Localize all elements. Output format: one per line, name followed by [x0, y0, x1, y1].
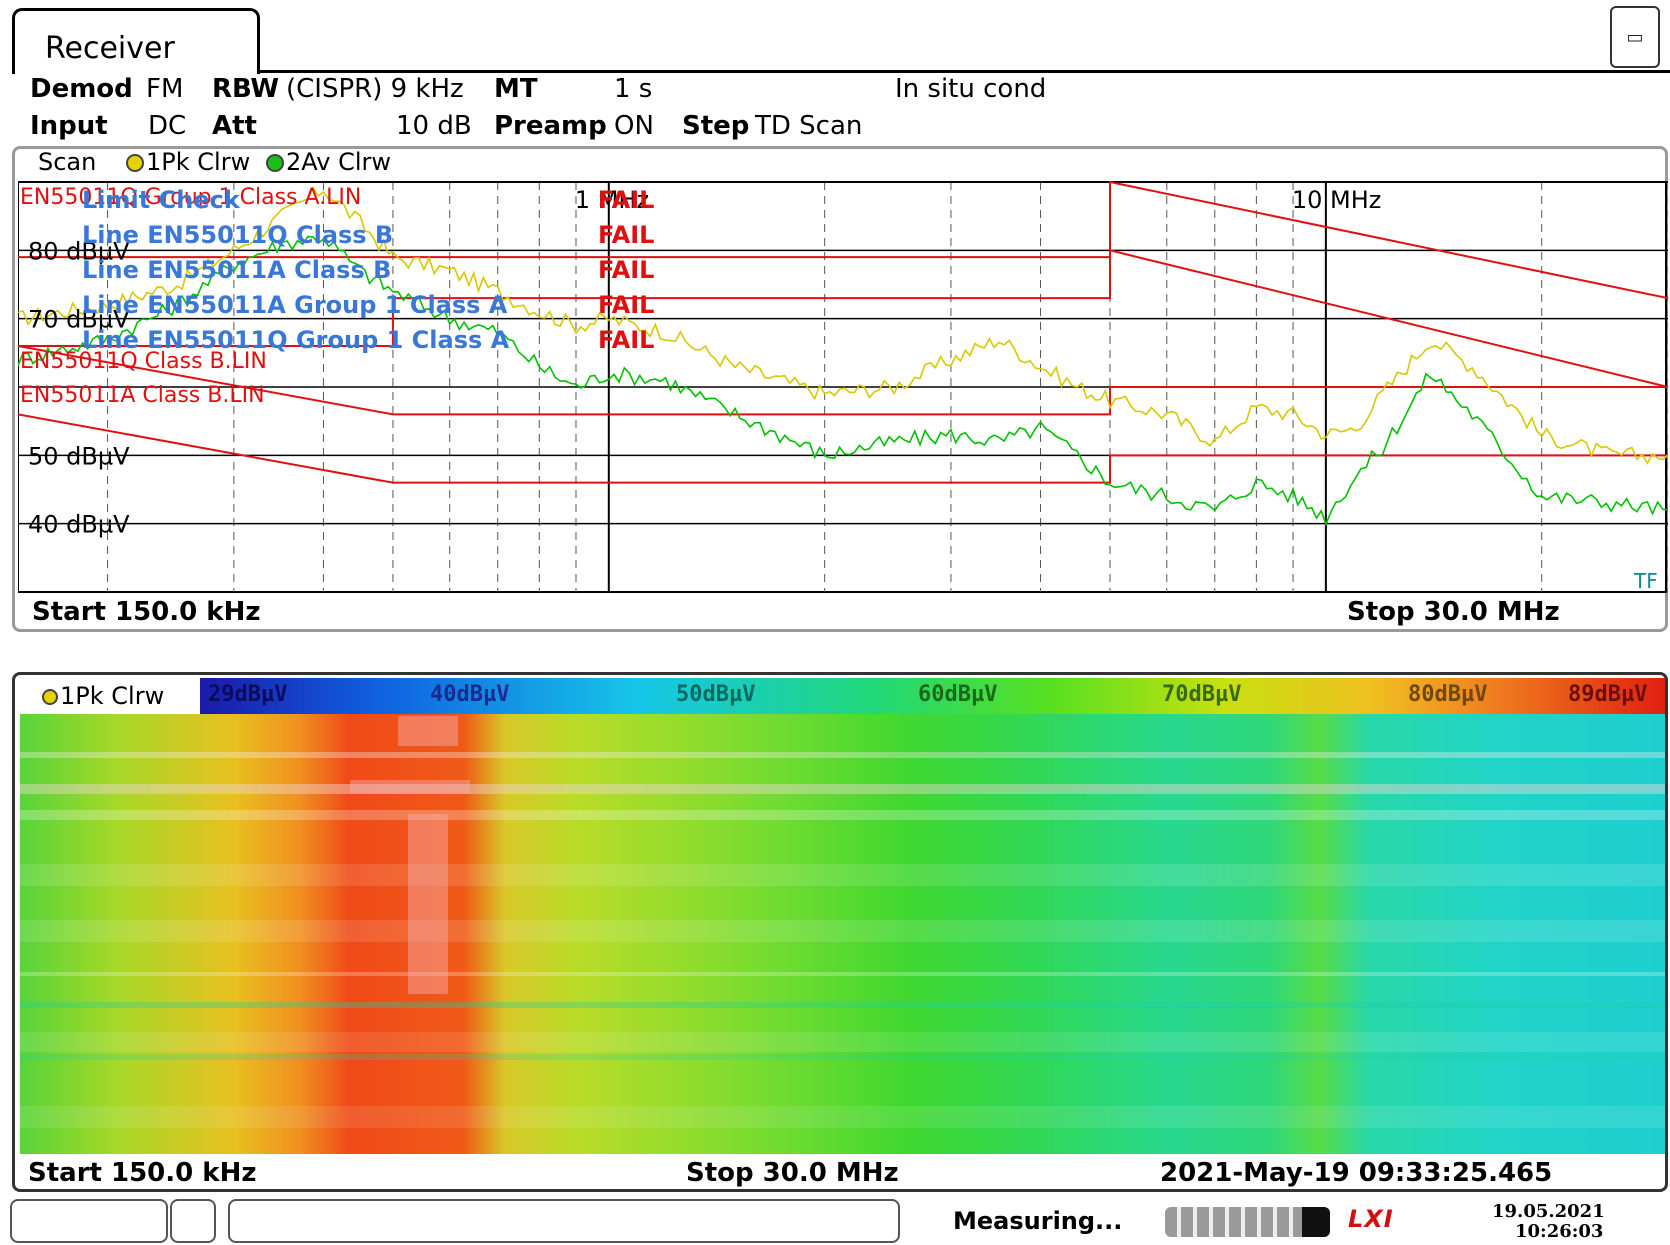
progress-bar: [1165, 1207, 1330, 1237]
waterfall-band: [20, 920, 1665, 942]
limit-check-result: FAIL: [598, 186, 654, 214]
trace2-dot-icon: [266, 154, 284, 172]
waterfall-band: [20, 810, 1665, 820]
x-tick-label: 1 MHz: [575, 186, 649, 214]
limit-line-label: EN55011Q Class B.LIN: [20, 349, 267, 374]
param-demod-value: FM: [146, 74, 184, 104]
status-softkey-1[interactable]: [10, 1199, 168, 1243]
scan-chart[interactable]: 40 dBµV 50 dBµV 70 dBµV 80 dBµV 1 MHz 10 MHz E…: [18, 180, 1668, 600]
param-preamp-value: ON: [614, 111, 654, 141]
limit-check-line: Line EN55011A Class B: [82, 256, 391, 284]
status-softkey-2[interactable]: [170, 1199, 216, 1243]
trace-1: [18, 186, 1668, 465]
receiver-tab[interactable]: Receiver: [12, 8, 260, 74]
limit-check-line: Line EN55011A Group 1 Class A: [82, 291, 508, 319]
limit-check-title: Limit Check: [82, 186, 241, 214]
waterfall-band: [20, 1002, 1665, 1008]
param-input-value: DC: [148, 111, 187, 141]
param-input: Input: [30, 111, 108, 141]
param-att-value: 10 dB: [396, 111, 472, 141]
tab-baseline: [258, 70, 1670, 73]
scale-label: 29dBµV: [208, 682, 288, 707]
scale-label: 89dBµV: [1568, 682, 1648, 707]
status-message-box: [228, 1199, 900, 1243]
param-rbw: RBW: [212, 74, 280, 104]
param-rbw-value: (CISPR) 9 kHz: [286, 74, 464, 104]
tab-title: Receiver: [45, 31, 175, 66]
limit-line-label: EN55011A Class B.LIN: [20, 383, 265, 408]
status-date: 19.05.2021: [1492, 1201, 1605, 1222]
waterfall-band: [20, 1106, 1665, 1128]
trace2-legend[interactable]: 2Av Clrw: [266, 148, 391, 176]
scan-title: Scan: [38, 148, 97, 176]
waterfall-trace-legend[interactable]: 1Pk Clrw: [20, 678, 200, 714]
waterfall-header: 1Pk Clrw 29dBµV 40dBµV 50dBµV 60dBµV 70d…: [20, 678, 1665, 714]
trace1-dot-icon: [126, 154, 144, 172]
scale-label: 70dBµV: [1162, 682, 1242, 707]
scale-label: 80dBµV: [1408, 682, 1488, 707]
limit-check-result: FAIL: [598, 256, 654, 284]
trace1-legend[interactable]: 1Pk Clrw: [126, 148, 250, 176]
waterfall-band: [20, 1054, 1665, 1060]
trace-2: [18, 235, 1668, 527]
param-cond: In situ cond: [895, 74, 1047, 104]
waterfall-band: [20, 864, 1665, 886]
param-step: Step: [682, 111, 750, 141]
param-step-value: TD Scan: [755, 111, 863, 141]
waterfall-band: [20, 752, 1665, 758]
param-mt: MT: [494, 74, 538, 104]
y-tick-label: 50 dBµV: [28, 442, 130, 470]
limit-line: [18, 345, 1668, 416]
status-time: 10:26:03: [1515, 1221, 1604, 1242]
param-att: Att: [212, 111, 257, 141]
waterfall-hotspot: [398, 716, 458, 746]
status-message: Measuring...: [953, 1207, 1123, 1235]
color-scale-bar: 29dBµV 40dBµV 50dBµV 60dBµV 70dBµV 80dBµ…: [200, 678, 1665, 714]
limit-check-line: Line EN55011Q Group 1 Class A: [82, 326, 510, 354]
waterfall-timestamp: 2021-May-19 09:33:25.465: [1160, 1158, 1553, 1188]
waterfall-hotspot: [350, 780, 470, 794]
y-tick-label: 40 dBµV: [28, 511, 130, 539]
status-bar: Measuring... LXI 19.05.2021 10:26:03: [0, 1195, 1670, 1245]
waterfall-hotspot: [408, 814, 448, 994]
limit-line-label: EN55011Q Group 1 Class A.LIN: [20, 185, 361, 210]
limit-line: [18, 413, 1668, 484]
waterfall-band: [20, 972, 1665, 976]
scan-start: Start 150.0 kHz: [32, 597, 261, 627]
param-mt-value: 1 s: [614, 74, 653, 104]
param-preamp: Preamp: [494, 111, 607, 141]
scan-stop: Stop 30.0 MHz: [1347, 597, 1560, 627]
scale-label: 50dBµV: [676, 682, 756, 707]
param-demod: Demod: [30, 74, 133, 104]
limit-check-result: FAIL: [598, 326, 654, 354]
limit-line: [18, 249, 1668, 388]
waterfall-band: [20, 1032, 1665, 1052]
waterfall-bands: [20, 716, 1665, 1128]
tf-label: TF: [1633, 569, 1658, 593]
y-tick-label: 80 dBµV: [28, 237, 130, 265]
waterfall-trace-dot-icon: [42, 689, 58, 705]
x-tick-label: 10 MHz: [1292, 186, 1382, 214]
waterfall-start: Start 150.0 kHz: [28, 1158, 257, 1188]
limit-check-result: FAIL: [598, 291, 654, 319]
scale-label: 60dBµV: [918, 682, 998, 707]
waterfall-background: [20, 714, 1665, 1154]
limit-check-result: FAIL: [598, 221, 654, 249]
scale-label: 40dBµV: [430, 682, 510, 707]
panel-menu-icon[interactable]: ▭: [1610, 6, 1660, 68]
waterfall-band: [20, 784, 1665, 794]
lxi-logo: LXI: [1348, 1205, 1394, 1233]
y-tick-label: 70 dBµV: [28, 306, 130, 334]
limit-check-line: Line EN55011Q Class B: [82, 221, 393, 249]
waterfall-spectrogram[interactable]: [20, 714, 1665, 1154]
waterfall-stop: Stop 30.0 MHz: [686, 1158, 899, 1188]
